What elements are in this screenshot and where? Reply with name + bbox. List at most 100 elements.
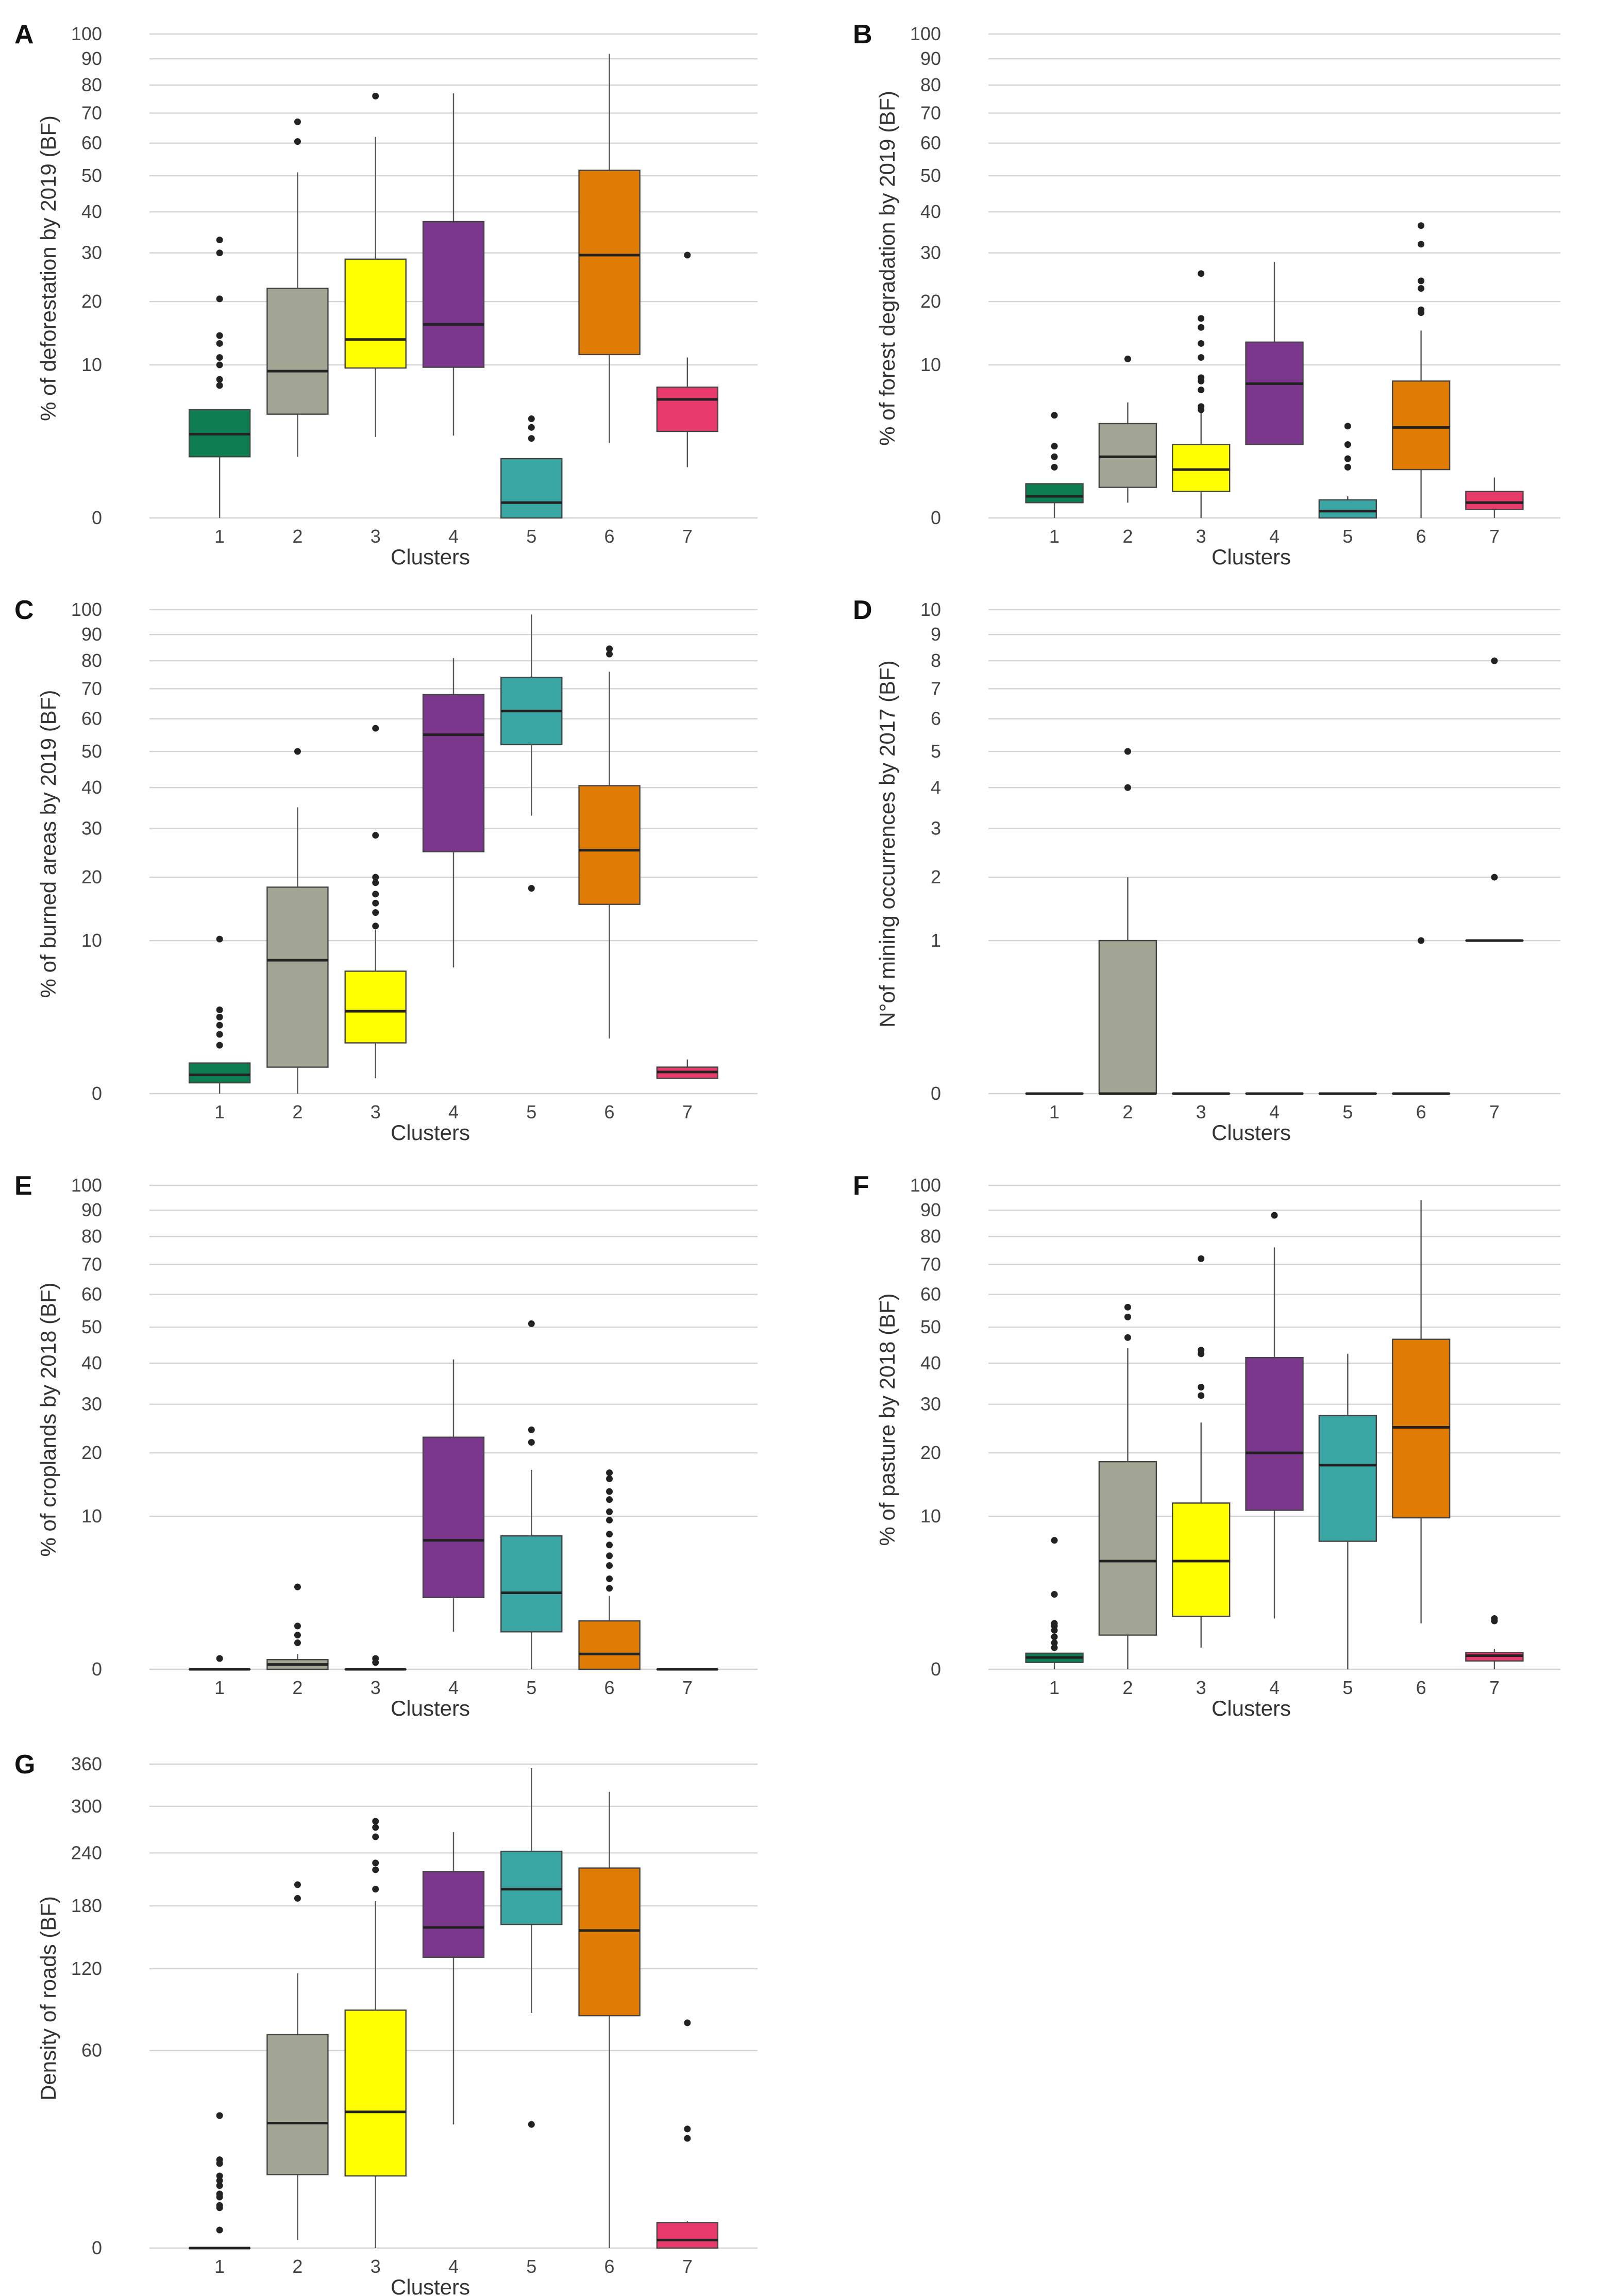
outlier-point [684, 2125, 691, 2133]
box-cluster-2 [266, 118, 329, 457]
outlier-point [372, 1818, 379, 1825]
x-tick-label: 6 [604, 1101, 615, 1122]
outlier-point [216, 1031, 223, 1038]
box-iqr [656, 387, 719, 432]
y-tick-label: 240 [71, 1842, 102, 1863]
box-cluster-6 [1391, 1200, 1451, 1623]
box-cluster-4 [422, 93, 485, 436]
y-tick-label: 60 [920, 1284, 941, 1305]
x-tick-label: 3 [371, 2256, 381, 2277]
box-cluster-6 [578, 645, 641, 1038]
panel-g: G 0 60 120 180 240 300 360 1 2 3 4 5 6 7 Clusters Densit… [14, 1750, 758, 2296]
x-tick-label: 7 [1489, 1677, 1500, 1698]
box-cluster-2 [266, 748, 329, 1094]
box-cluster-7 [656, 2019, 719, 2249]
outlier-point [294, 1583, 301, 1590]
outlier-point [528, 424, 535, 431]
outlier-point [1124, 1334, 1131, 1341]
box-iqr [500, 1850, 563, 1925]
outlier-point [216, 295, 223, 303]
box-cluster-1 [188, 935, 251, 1094]
box-iqr [1318, 1415, 1377, 1542]
y-tick-label: 70 [81, 678, 102, 699]
box-iqr [1098, 1461, 1157, 1636]
y-tick-label: 90 [920, 1199, 941, 1220]
x-tick-label: 7 [682, 526, 693, 547]
y-tick-label: 50 [81, 165, 102, 186]
y-tick-label: 8 [931, 650, 941, 671]
y-tick-label: 50 [81, 1316, 102, 1337]
x-tick-label: 5 [526, 1101, 536, 1122]
y-axis-title: N°of mining occurrences by 2017 (BF) [875, 660, 899, 1027]
outlier-point [1051, 1633, 1058, 1640]
box-cluster-3 [344, 725, 407, 1079]
outlier-point [1051, 412, 1058, 419]
y-tick-label: 40 [81, 1352, 102, 1373]
outlier-point [372, 1886, 379, 1893]
box-iqr [1318, 499, 1377, 519]
outlier-point [372, 1859, 379, 1867]
box-iqr [188, 1062, 251, 1084]
panel-e: E 0 10 20 30 40 50 60 70 80 90 100 1 2 3 4 5 6 7 Clusters % … [14, 1171, 758, 1720]
outlier-point [606, 1541, 613, 1549]
outlier-point [372, 1833, 379, 1840]
y-tick-label: 60 [81, 708, 102, 729]
x-tick-label: 6 [1416, 1677, 1426, 1698]
y-tick-label: 60 [81, 1284, 102, 1305]
y-axis-title: % of croplands by 2018 (BF) [36, 1282, 60, 1556]
box-cluster-6 [1391, 937, 1451, 1095]
outlier-point [216, 2202, 223, 2209]
outlier-point [1051, 453, 1058, 460]
y-tick-label: 0 [92, 507, 102, 528]
box-iqr [578, 1867, 641, 2017]
outlier-point [1051, 1620, 1058, 1627]
box-iqr [500, 1535, 563, 1633]
box-cluster-5 [500, 415, 563, 519]
outlier-point [1344, 464, 1351, 471]
y-tick-label: 70 [920, 102, 941, 123]
y-tick-label: 70 [920, 1253, 941, 1275]
outlier-point [216, 376, 223, 383]
box-cluster-4 [1245, 262, 1304, 445]
x-tick-label: 2 [1122, 526, 1133, 547]
panel-d: D 0 1 2 3 4 5 6 7 8 9 10 1 2 3 4 5 6 7 Clusters N°of mining … [853, 595, 1560, 1145]
outlier-point [1051, 443, 1058, 450]
x-tick-label: 2 [1122, 1677, 1133, 1698]
outlier-point [216, 382, 223, 389]
outlier-point [606, 1469, 613, 1477]
outlier-point [372, 1824, 379, 1831]
box-iqr [344, 258, 407, 369]
outlier-point [1418, 306, 1425, 313]
box-cluster-4 [422, 658, 485, 968]
outlier-point [216, 237, 223, 244]
y-tick-label: 10 [920, 354, 941, 375]
box-iqr [1025, 483, 1084, 504]
x-axis-title: Clusters [391, 545, 470, 569]
y-tick-label: 0 [92, 2237, 102, 2258]
outlier-point [372, 92, 379, 99]
outlier-point [216, 2156, 223, 2164]
x-tick-label: 6 [1416, 526, 1426, 547]
box-iqr [266, 288, 329, 415]
x-tick-label: 5 [1342, 1677, 1353, 1698]
box-cluster-4 [1245, 1212, 1304, 1619]
outlier-point [528, 415, 535, 423]
outlier-point [1198, 340, 1205, 347]
outlier-point [1051, 1644, 1058, 1651]
x-tick-label: 6 [1416, 1101, 1426, 1122]
x-tick-label: 7 [1489, 1101, 1500, 1122]
x-tick-label: 4 [1269, 526, 1280, 547]
outlier-point [216, 2190, 223, 2198]
y-tick-label: 60 [81, 2040, 102, 2061]
y-axis-title: Density of roads (BF) [36, 1896, 60, 2101]
y-tick-label: 180 [71, 1895, 102, 1916]
y-tick-label: 90 [81, 624, 102, 645]
box-cluster-2 [266, 1583, 329, 1670]
y-tick-label: 70 [81, 1253, 102, 1275]
outlier-point [1198, 324, 1205, 331]
y-tick-label: 50 [920, 1316, 941, 1337]
box-iqr [422, 1436, 485, 1598]
outlier-point [372, 725, 379, 732]
x-tick-label: 6 [604, 1677, 615, 1698]
y-tick-label: 40 [81, 201, 102, 222]
